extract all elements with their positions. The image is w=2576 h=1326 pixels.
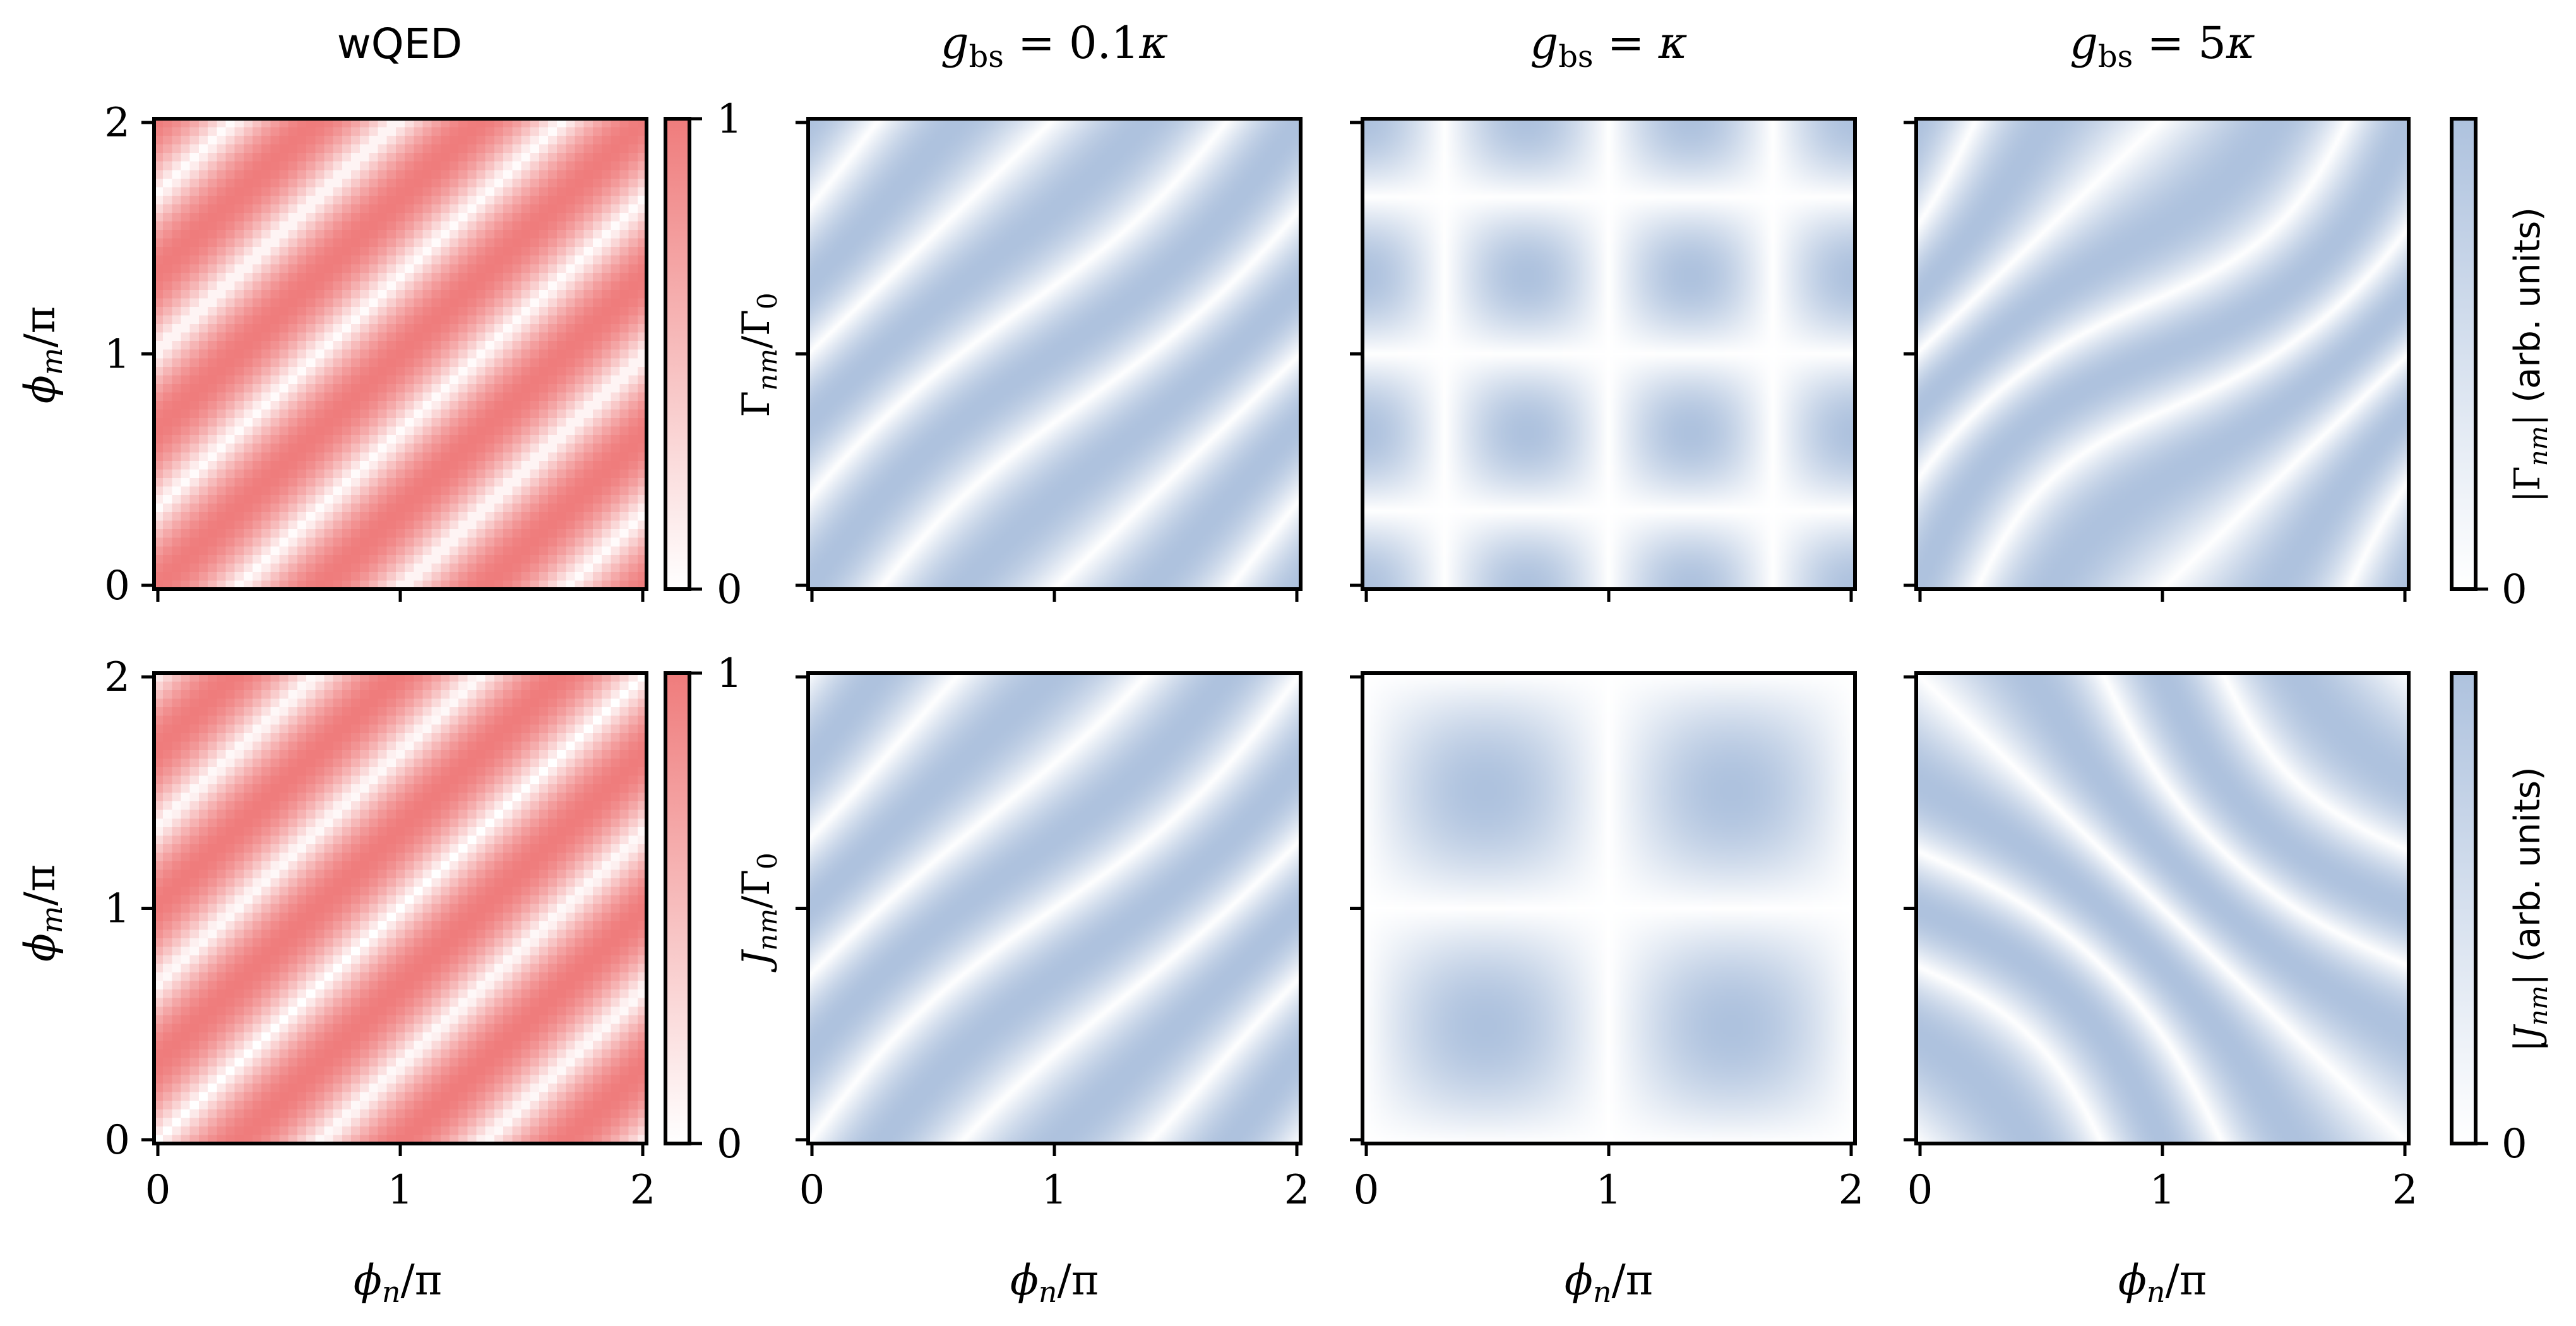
colorbar-gamma-red-tick-0: 0 (717, 566, 742, 613)
colorbar-j-red-tick-1: 1 (717, 650, 742, 697)
xlabel-col0: ϕn/π (354, 1256, 442, 1309)
heatmap-image (1916, 119, 2409, 589)
x-tick-label: 1 (1596, 1167, 1622, 1214)
x-tick-label: 0 (1907, 1167, 1933, 1214)
column-title-gbs-0.1kappa: gbs = 0.1κ (941, 17, 1169, 75)
x-tick-label: 1 (2150, 1167, 2176, 1214)
heatmap-image (1363, 673, 1855, 1144)
colorbar-gamma-blue: 0 |Γnm| (arb. units) (2450, 117, 2553, 613)
y-tick-label: 1 (104, 332, 130, 378)
panel-r1-c1: 0 1 2 (796, 671, 1310, 1214)
panel-r1-c2: 0 1 2 (1350, 671, 1864, 1214)
x-tick-label: 2 (1839, 1167, 1864, 1214)
panel-r0-c2 (1350, 117, 1857, 602)
column-title-wqed: wQED (337, 20, 462, 68)
colorbar-gamma-red-tick-1: 1 (717, 96, 742, 143)
heatmap-image (154, 119, 647, 589)
heatmap-image (1363, 119, 1855, 589)
x-tick-label: 2 (630, 1167, 656, 1214)
x-tick-label: 1 (388, 1167, 414, 1214)
column-title-gbs-kappa: gbs = κ (1530, 17, 1687, 75)
y-tick-label: 1 (104, 886, 130, 933)
x-tick-label: 0 (1354, 1167, 1380, 1214)
xlabel-col1: ϕn/π (1010, 1256, 1099, 1309)
colorbar-gamma-red-label: Γnm/Γ0 (734, 292, 783, 417)
panel-r1-c3: 0 1 2 (1904, 671, 2418, 1214)
x-tick-label: 2 (1284, 1167, 1310, 1214)
colorbar-j-red-tick-0: 0 (717, 1121, 742, 1168)
column-title-gbs-5kappa: gbs = 5κ (2070, 17, 2255, 75)
xlabel-col3: ϕn/π (2118, 1256, 2207, 1309)
colorbar-j-blue-gradient (2450, 671, 2478, 1145)
ylabel-top: ϕm/π (16, 306, 69, 403)
x-tick-label: 0 (799, 1167, 825, 1214)
colorbar-gamma-blue-gradient (2450, 117, 2478, 591)
heatmap-image (808, 119, 1301, 589)
colorbar-j-blue-label: |Jnm| (arb. units) (2507, 767, 2553, 1052)
panel-r0-c0: 0 1 2 (104, 100, 648, 609)
x-tick-label: 2 (2392, 1167, 2418, 1214)
x-tick-label: 0 (145, 1167, 171, 1214)
panel-r1-c0: 00 1 1 2 2 (104, 654, 655, 1214)
colorbar-j-red-gradient (664, 671, 691, 1145)
xlabel-col2: ϕn/π (1565, 1256, 1653, 1309)
colorbar-j-blue: 0 |Jnm| (arb. units) (2450, 671, 2553, 1168)
x-tick-label: 1 (1042, 1167, 1068, 1214)
colorbar-gamma-red: 1 0 Γnm/Γ0 (664, 96, 783, 613)
heatmap-image (154, 673, 647, 1144)
heatmap-image (808, 673, 1301, 1144)
panel-r0-c3 (1904, 117, 2411, 602)
panel-r0-c1 (796, 117, 1303, 602)
colorbar-gamma-red-gradient (664, 117, 691, 591)
y-tick-label: 2 (104, 100, 130, 146)
y-tick-label: 0 (104, 563, 130, 609)
colorbar-gamma-blue-tick-0: 0 (2501, 566, 2527, 613)
colorbar-j-blue-tick-0: 0 (2501, 1121, 2527, 1168)
colorbar-gamma-blue-label: |Γnm| (arb. units) (2507, 207, 2553, 503)
colorbar-j-red: 1 0 Jnm/Γ0 (664, 650, 783, 1168)
y-tick-label: 0 (104, 1117, 130, 1164)
y-tick-label: 2 (104, 654, 130, 701)
ylabel-bottom: ϕm/π (16, 864, 69, 962)
heatmap-image (1916, 673, 2409, 1144)
colorbar-j-red-label: Jnm/Γ0 (734, 852, 783, 973)
